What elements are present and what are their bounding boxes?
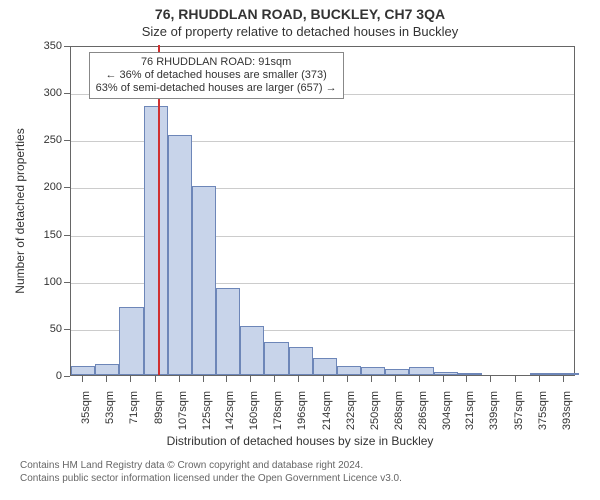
y-tick-mark [64, 329, 70, 330]
y-tick-label: 100 [32, 276, 62, 288]
x-tick-label: 107sqm [177, 391, 189, 430]
x-tick-mark [466, 376, 467, 382]
x-tick-label: 304sqm [441, 391, 453, 430]
x-tick-label: 89sqm [153, 391, 165, 424]
histogram-bar [385, 369, 409, 375]
x-tick-label: 339sqm [488, 391, 500, 430]
histogram-bar [361, 367, 385, 375]
histogram-bar [409, 367, 433, 375]
footer-attribution: Contains HM Land Registry data © Crown c… [20, 460, 402, 485]
y-tick-mark [64, 235, 70, 236]
x-tick-mark [203, 376, 204, 382]
y-axis-label: Number of detached properties [13, 128, 27, 293]
x-tick-label: 286sqm [417, 391, 429, 430]
histogram-bar [71, 366, 95, 375]
histogram-bar [555, 373, 579, 375]
x-tick-label: 178sqm [272, 391, 284, 430]
y-tick-label: 300 [32, 87, 62, 99]
x-tick-label: 375sqm [537, 391, 549, 430]
x-tick-label: 125sqm [201, 391, 213, 430]
histogram-bar [337, 366, 361, 375]
x-tick-mark [323, 376, 324, 382]
y-tick-mark [64, 187, 70, 188]
annotation-box: 76 RHUDDLAN ROAD: 91sqm ← 36% of detache… [89, 52, 344, 100]
histogram-bar [216, 288, 240, 375]
x-axis-label: Distribution of detached houses by size … [0, 434, 600, 448]
histogram-bar [313, 358, 337, 375]
x-tick-mark [371, 376, 372, 382]
x-tick-label: 142sqm [224, 391, 236, 430]
footer-line-1: Contains HM Land Registry data © Crown c… [20, 460, 402, 473]
x-tick-mark [347, 376, 348, 382]
annotation-line-3: 63% of semi-detached houses are larger (… [96, 82, 337, 95]
histogram-bar [240, 326, 264, 375]
x-tick-label: 71sqm [128, 391, 140, 424]
histogram-bar [434, 372, 458, 375]
x-tick-mark [250, 376, 251, 382]
x-tick-mark [539, 376, 540, 382]
x-tick-mark [515, 376, 516, 382]
x-tick-mark [298, 376, 299, 382]
y-tick-label: 250 [32, 134, 62, 146]
y-tick-mark [64, 376, 70, 377]
x-tick-mark [274, 376, 275, 382]
annotation-line-1: 76 RHUDDLAN ROAD: 91sqm [96, 56, 337, 69]
chart-title: 76, RHUDDLAN ROAD, BUCKLEY, CH7 3QA [0, 6, 600, 22]
y-tick-mark [64, 282, 70, 283]
annotation-line-2: ← 36% of detached houses are smaller (37… [96, 69, 337, 82]
x-tick-label: 250sqm [369, 391, 381, 430]
x-tick-mark [419, 376, 420, 382]
histogram-bar [530, 373, 554, 375]
histogram-bar [458, 373, 482, 375]
x-tick-mark [490, 376, 491, 382]
plot-area: 76 RHUDDLAN ROAD: 91sqm ← 36% of detache… [70, 46, 575, 376]
x-tick-mark [130, 376, 131, 382]
x-tick-mark [179, 376, 180, 382]
y-tick-label: 50 [32, 323, 62, 335]
x-tick-mark [443, 376, 444, 382]
x-tick-mark [226, 376, 227, 382]
x-tick-label: 35sqm [80, 391, 92, 424]
histogram-bar [192, 186, 216, 375]
x-tick-label: 53sqm [104, 391, 116, 424]
y-tick-label: 0 [32, 370, 62, 382]
histogram-bar [95, 364, 119, 375]
x-tick-label: 357sqm [513, 391, 525, 430]
y-tick-mark [64, 46, 70, 47]
x-tick-label: 232sqm [345, 391, 357, 430]
footer-line-2: Contains public sector information licen… [20, 473, 402, 486]
x-tick-label: 393sqm [561, 391, 573, 430]
y-tick-mark [64, 140, 70, 141]
x-tick-label: 321sqm [464, 391, 476, 430]
x-tick-label: 196sqm [296, 391, 308, 430]
x-tick-mark [395, 376, 396, 382]
histogram-bar [264, 342, 288, 375]
y-tick-label: 350 [32, 40, 62, 52]
x-tick-mark [82, 376, 83, 382]
x-tick-label: 268sqm [393, 391, 405, 430]
y-tick-mark [64, 93, 70, 94]
histogram-bar [119, 307, 143, 375]
x-tick-label: 214sqm [321, 391, 333, 430]
x-tick-mark [155, 376, 156, 382]
histogram-bar [144, 106, 168, 375]
chart-subtitle: Size of property relative to detached ho… [0, 24, 600, 39]
x-tick-mark [106, 376, 107, 382]
histogram-bar [289, 347, 313, 375]
x-tick-label: 160sqm [248, 391, 260, 430]
x-tick-mark [563, 376, 564, 382]
histogram-bar [168, 135, 192, 375]
y-tick-label: 150 [32, 229, 62, 241]
y-tick-label: 200 [32, 181, 62, 193]
